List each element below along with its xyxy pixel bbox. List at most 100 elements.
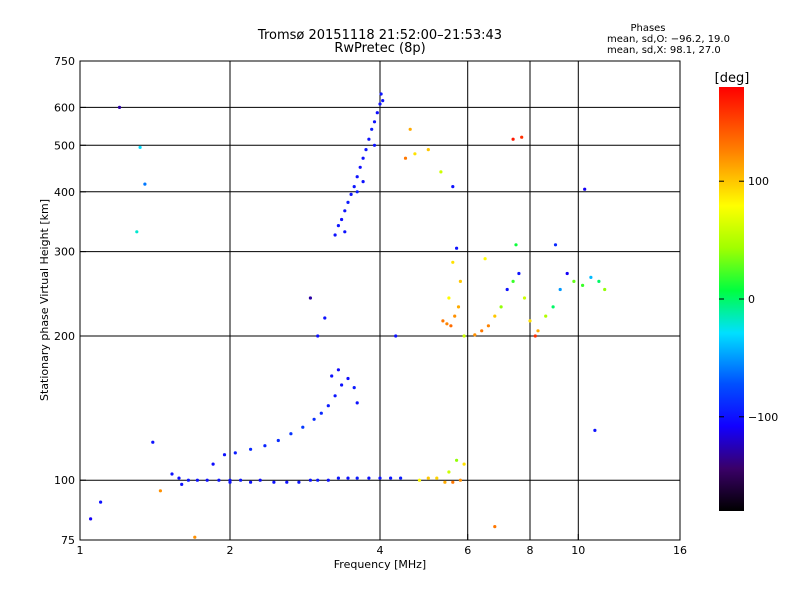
data-point <box>333 233 337 237</box>
data-point <box>355 175 359 179</box>
data-point <box>361 180 365 184</box>
data-point <box>193 535 197 539</box>
data-point <box>533 334 537 338</box>
data-point <box>367 476 371 480</box>
data-point <box>486 324 490 328</box>
data-point <box>258 478 262 482</box>
phase-info-title: Phases <box>630 23 665 34</box>
data-point <box>158 489 162 493</box>
data-point <box>297 480 301 484</box>
data-point <box>378 102 382 106</box>
data-point <box>117 105 122 109</box>
data-point <box>458 478 462 482</box>
data-point <box>177 476 181 480</box>
data-point <box>593 428 597 432</box>
data-point <box>340 383 344 387</box>
data-point <box>375 111 379 115</box>
x-tick-label: 16 <box>673 544 687 557</box>
x-axis-label: Frequency [MHz] <box>334 558 426 571</box>
phase-info-x: mean, sd,X: 98.1, 27.0 <box>607 45 721 56</box>
data-point <box>451 185 455 189</box>
data-point <box>441 319 445 323</box>
data-point <box>483 257 487 261</box>
data-point <box>372 143 377 147</box>
y-tick-label: 100 <box>54 474 75 487</box>
data-point <box>536 329 540 333</box>
phase-info-o: mean, sd,O: −96.2, 19.0 <box>607 34 730 45</box>
data-point <box>186 478 190 482</box>
data-point <box>583 187 587 191</box>
data-point <box>451 480 455 484</box>
data-point <box>319 411 323 415</box>
data-point <box>389 476 393 480</box>
data-point <box>355 401 359 405</box>
data-point <box>456 305 461 309</box>
data-point <box>370 127 374 131</box>
data-point <box>326 404 330 408</box>
data-point <box>451 260 455 264</box>
data-point <box>89 517 93 521</box>
data-point <box>499 305 503 309</box>
colorbar-tick-label: 0 <box>748 293 755 306</box>
data-point <box>426 476 430 480</box>
data-point <box>143 182 147 186</box>
data-point <box>323 316 327 320</box>
data-point <box>522 296 527 300</box>
data-point <box>361 156 365 160</box>
colorbar-tick-label: −100 <box>748 411 778 424</box>
data-point <box>558 287 562 292</box>
x-tick-label: 6 <box>464 544 471 557</box>
data-point <box>447 470 451 474</box>
data-point <box>249 480 253 484</box>
data-point <box>473 333 477 337</box>
data-point <box>514 243 518 247</box>
data-point <box>379 92 383 96</box>
y-axis-label: Stationary phase Virtual Height [km] <box>38 199 51 401</box>
colorbar-ticks: 100 0 −100 <box>719 175 778 424</box>
data-point <box>308 478 312 482</box>
data-point <box>528 319 532 323</box>
data-point <box>349 192 353 196</box>
data-point <box>565 271 569 276</box>
y-tick-label: 200 <box>54 330 75 343</box>
data-point <box>289 432 293 436</box>
data-point <box>99 500 103 504</box>
data-point <box>493 314 497 318</box>
data-point <box>336 368 340 372</box>
x-tick-label: 10 <box>571 544 585 557</box>
data-point <box>316 334 320 338</box>
data-point <box>135 230 139 234</box>
data-point <box>263 444 267 448</box>
data-point <box>276 438 280 443</box>
data-point <box>272 480 276 484</box>
y-tick-label: 300 <box>54 246 75 259</box>
data-point <box>378 476 382 480</box>
grid-lines <box>80 61 680 540</box>
data-point <box>233 451 237 455</box>
data-point <box>505 287 509 292</box>
data-point <box>346 476 350 480</box>
data-point <box>435 476 439 480</box>
data-point <box>195 478 199 482</box>
chart-title-line1: Tromsø 20151118 21:52:00–21:53:43 <box>257 28 502 43</box>
data-point <box>336 224 340 228</box>
data-point <box>301 425 305 429</box>
data-point <box>517 271 521 276</box>
data-point <box>222 453 227 457</box>
x-tick-label: 1 <box>77 544 84 557</box>
data-point <box>316 478 320 482</box>
data-point <box>511 137 515 141</box>
data-point <box>138 145 142 149</box>
data-point <box>589 275 593 279</box>
data-point <box>211 462 215 466</box>
data-point <box>455 458 459 462</box>
y-tick-label: 600 <box>54 101 75 114</box>
data-point <box>336 476 340 480</box>
x-tick-label: 8 <box>527 544 534 557</box>
data-point <box>355 190 359 194</box>
y-tick-label: 500 <box>54 139 75 152</box>
data-point <box>358 165 362 169</box>
data-point <box>352 185 356 189</box>
data-point <box>346 200 350 204</box>
data-point <box>426 148 430 152</box>
